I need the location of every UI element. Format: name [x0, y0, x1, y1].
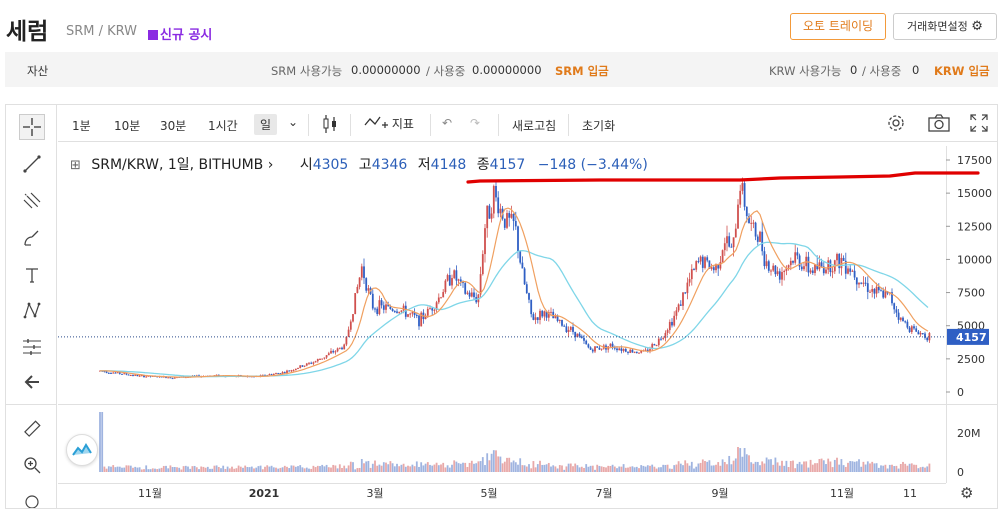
refresh-button[interactable]: 새로고침 [512, 119, 557, 133]
toolbar-divider [568, 114, 569, 136]
toolbar-divider [308, 114, 309, 136]
krw-available-value: 0 [850, 63, 858, 77]
interval-30m[interactable]: 30분 [160, 119, 187, 133]
pattern-icon[interactable] [19, 297, 45, 323]
tools-divider [5, 404, 57, 405]
krw-in-use-value: 0 [912, 63, 920, 77]
text-icon[interactable] [19, 262, 45, 288]
indicators-label: 지표 [391, 117, 414, 131]
notice-icon [148, 30, 158, 40]
chevron-down-icon[interactable]: › [267, 157, 274, 173]
toolbar-divider [430, 114, 431, 136]
legend-toggle-icon[interactable]: ⊞ [70, 158, 81, 173]
interval-1m[interactable]: 1분 [72, 119, 91, 133]
chart-toolbar: 1분 10분 30분 1시간 일 ⌄ 지표 ↶ ↷ 새로고침 초기화 [58, 108, 998, 142]
chart-legend: ⊞ SRM/KRW, 1일, BITHUMB › 시4305 고4346 저41… [70, 154, 648, 174]
gear-icon[interactable]: ⚙ [960, 484, 974, 502]
srm-in-use-value: 0.00000000 [472, 63, 542, 77]
volume-axis[interactable] [946, 405, 998, 483]
srm-in-use-label: / 사용중 [426, 64, 466, 78]
coin-name: 세럼 [6, 19, 49, 45]
open-label: 시 [299, 157, 313, 173]
measure-icon[interactable] [19, 334, 45, 360]
screen-settings-button[interactable]: 거래화면설정 ⚙ [893, 13, 997, 40]
undo-icon[interactable]: ↶ [442, 116, 453, 130]
time-axis[interactable] [58, 483, 946, 509]
redo-icon[interactable]: ↷ [470, 116, 481, 130]
auto-trading-button[interactable]: 오토 트레이딩 [790, 13, 886, 40]
interval-10m[interactable]: 10분 [114, 119, 141, 133]
close-label: 종 [476, 157, 490, 173]
drawing-toolbar [5, 104, 57, 509]
zoom-icon[interactable] [19, 452, 45, 478]
reset-button[interactable]: 초기화 [582, 119, 616, 133]
pair-label[interactable]: SRM / KRW [66, 24, 138, 39]
change-value: −148 (−3.44%) [537, 157, 648, 173]
indicators-button[interactable]: 지표 [364, 115, 414, 132]
gear-icon: ⚙ [971, 19, 983, 34]
new-notice-link[interactable]: 신규 공시 [148, 24, 212, 43]
tradingview-logo-icon[interactable] [66, 434, 98, 466]
screen-settings-label: 거래화면설정 [907, 20, 968, 33]
high-label: 고 [358, 157, 372, 173]
brush-icon[interactable] [19, 225, 45, 251]
toolbar-divider [350, 114, 351, 136]
arrow-left-icon[interactable] [19, 369, 45, 395]
low-value: 4148 [430, 157, 467, 173]
trend-line-icon[interactable] [19, 151, 45, 177]
krw-deposit-link[interactable]: KRW 입금 [934, 64, 990, 78]
srm-available-value: 0.00000000 [351, 63, 421, 77]
fullscreen-icon[interactable] [970, 114, 988, 135]
notice-label: 신규 공시 [160, 28, 213, 43]
header: 세럼 SRM / KRW 신규 공시 오토 트레이딩 거래화면설정 ⚙ [0, 0, 1000, 52]
fib-icon[interactable] [19, 188, 45, 214]
srm-deposit-link[interactable]: SRM 입금 [555, 64, 609, 78]
camera-icon[interactable] [928, 114, 950, 135]
gear-icon[interactable] [886, 113, 906, 136]
chevron-down-icon[interactable]: ⌄ [288, 115, 299, 129]
more-tools-icon[interactable] [19, 486, 45, 512]
krw-available-label: KRW 사용가능 [769, 64, 842, 78]
toolbar-divider [498, 114, 499, 136]
srm-available-label: SRM 사용가능 [271, 64, 343, 78]
assets-bar: 자산 SRM 사용가능 0.00000000 / 사용중 0.00000000 … [5, 52, 998, 87]
low-label: 저 [417, 157, 431, 173]
interval-day[interactable]: 일 [254, 114, 278, 135]
symbol-label[interactable]: SRM/KRW, 1일, BITHUMB [91, 157, 264, 173]
close-value: 4157 [489, 157, 526, 173]
high-value: 4346 [371, 157, 408, 173]
interval-1h[interactable]: 1시간 [208, 119, 238, 133]
krw-in-use-label: / 사용중 [862, 64, 902, 78]
crosshair-icon[interactable] [19, 114, 45, 140]
volume-divider [58, 404, 998, 405]
ruler-icon[interactable] [19, 416, 45, 442]
candle-type-icon[interactable] [322, 114, 338, 137]
open-value: 4305 [312, 157, 349, 173]
assets-label: 자산 [27, 64, 49, 78]
price-axis[interactable] [946, 146, 998, 404]
